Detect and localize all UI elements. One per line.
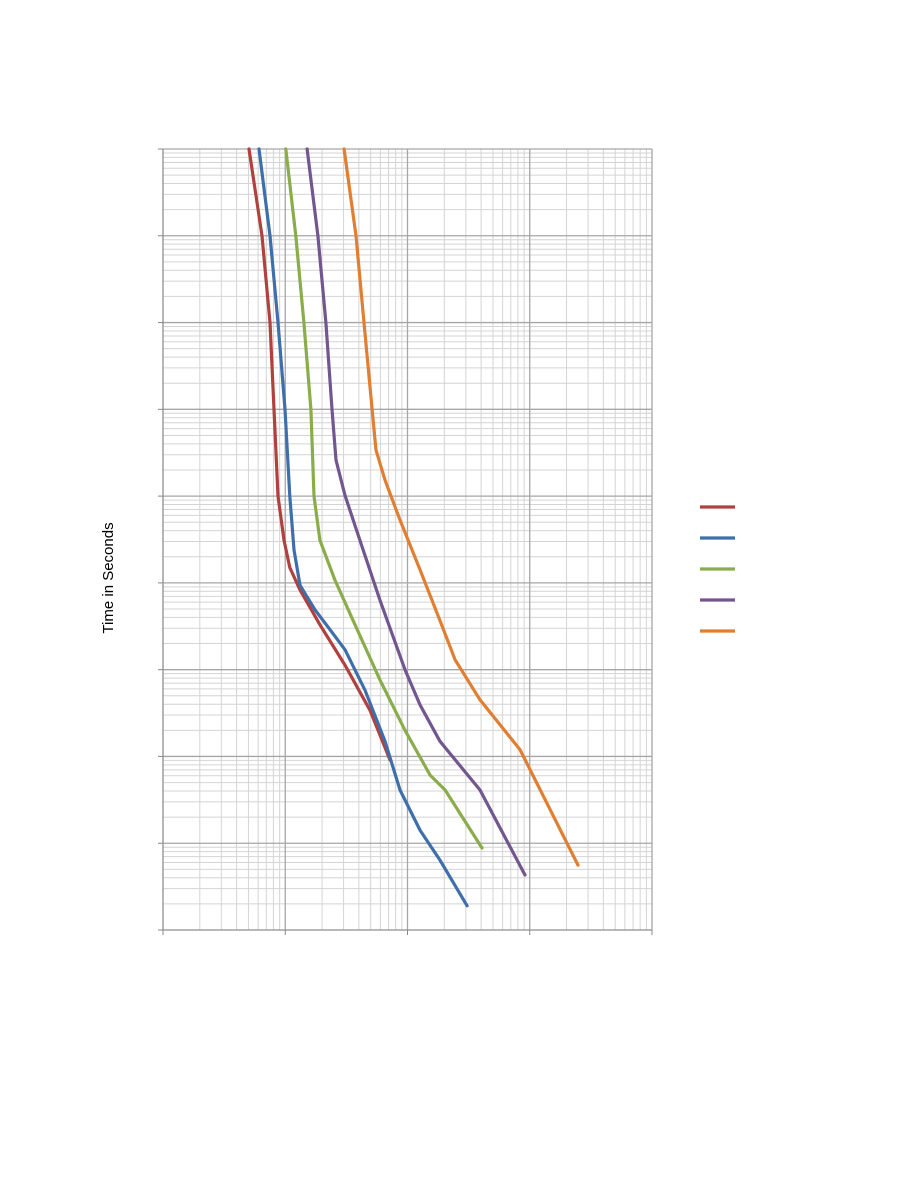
y-axis-title: Time in Seconds — [100, 522, 117, 633]
series-line — [305, 147, 527, 877]
series-line — [342, 147, 580, 867]
series-line — [257, 147, 469, 908]
series-line — [284, 147, 484, 850]
series-line — [247, 147, 392, 762]
